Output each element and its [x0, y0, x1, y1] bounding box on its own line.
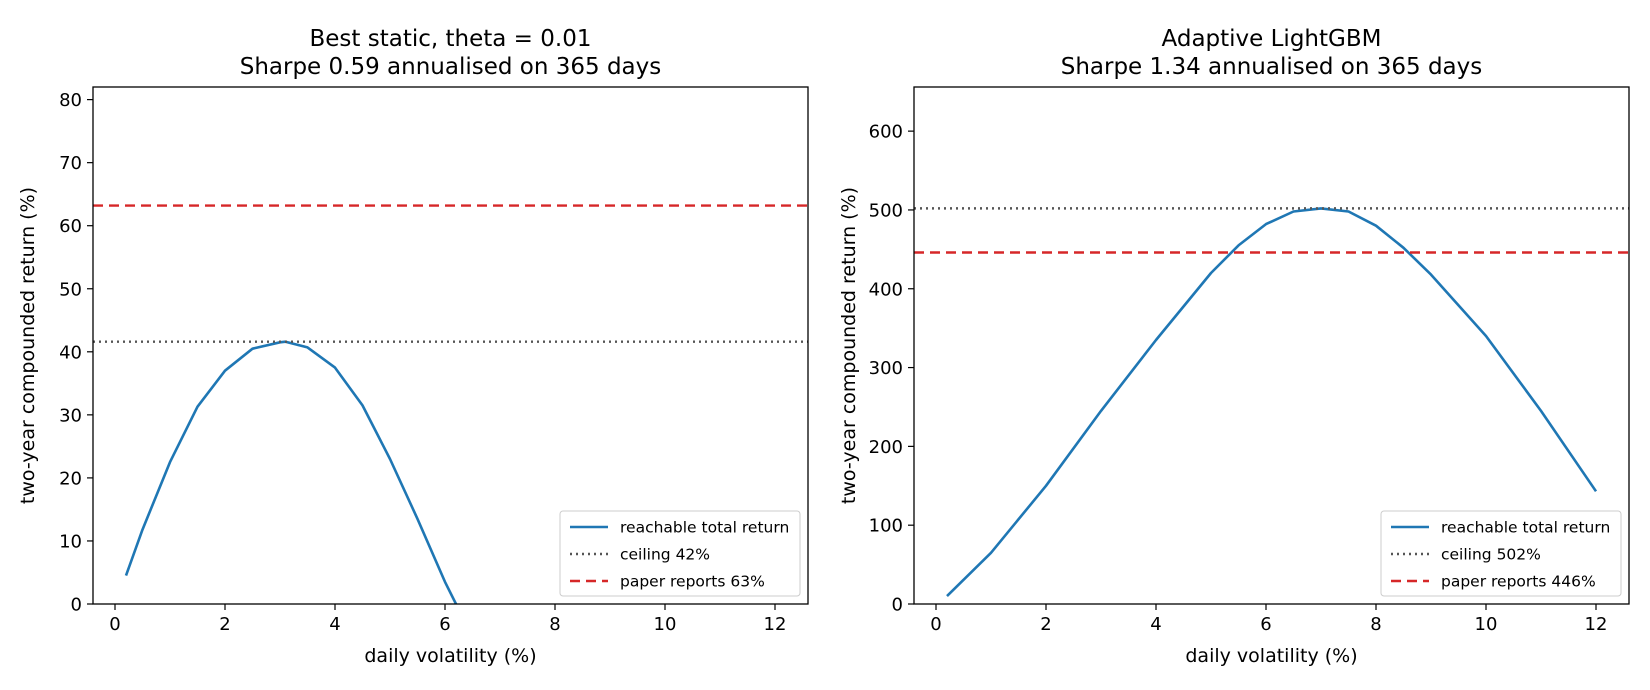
axes-frame — [913, 86, 1630, 605]
x-tick-label: 2 — [1040, 614, 1051, 635]
y-tick-label: 0 — [892, 595, 903, 616]
x-tick-label: 12 — [1585, 614, 1608, 635]
y-tick-label: 80 — [59, 90, 82, 111]
plot-area — [93, 204, 808, 604]
y-tick-label: 30 — [59, 405, 82, 426]
y-tick-label: 70 — [59, 153, 82, 174]
legend-entry-label: reachable total return — [620, 519, 789, 537]
y-tick-label: 50 — [59, 279, 82, 300]
legend-entry-label: ceiling 502% — [1441, 546, 1541, 564]
y-tick-label: 300 — [869, 358, 903, 379]
x-tick-label: 6 — [439, 614, 450, 635]
chart-title: Adaptive LightGBM — [1162, 26, 1382, 52]
y-tick-label: 10 — [59, 531, 82, 552]
x-tick-label: 4 — [1150, 614, 1161, 635]
y-tick-label: 40 — [59, 342, 82, 363]
chart-title: Best static, theta = 0.01 — [310, 26, 592, 52]
legend-entry-label: ceiling 42% — [620, 546, 710, 564]
legend: reachable total return ceiling 42% paper r… — [559, 510, 801, 597]
x-axis-label: daily volatility (%) — [1185, 645, 1357, 667]
x-tick-label: 0 — [930, 614, 941, 635]
x-tick-label: 12 — [764, 614, 787, 635]
x-tick-label: 2 — [219, 614, 230, 635]
x-tick-label: 8 — [1370, 614, 1381, 635]
legend-box — [559, 510, 801, 597]
chart-subtitle: Sharpe 0.59 annualised on 365 days — [240, 54, 662, 80]
y-tick-label: 400 — [869, 279, 903, 300]
axes-frame — [92, 86, 809, 605]
legend: reachable total return ceiling 502% paper … — [1380, 510, 1622, 597]
x-tick-label: 6 — [1260, 614, 1271, 635]
legend-box — [1380, 510, 1622, 597]
x-axis-label: daily volatility (%) — [364, 645, 536, 667]
y-tick-label: 60 — [59, 216, 82, 237]
y-tick-label: 600 — [869, 122, 903, 143]
series-line-reachable-total-return — [124, 340, 458, 604]
legend-entry-label: paper reports 446% — [1441, 573, 1596, 591]
y-tick-label: 0 — [71, 595, 82, 616]
y-tick-label: 500 — [869, 200, 903, 221]
x-tick-label: 0 — [109, 614, 120, 635]
chart-subtitle: Sharpe 1.34 annualised on 365 days — [1061, 54, 1483, 80]
y-axis-label: two-year compounded return (%) — [838, 187, 860, 504]
x-tick-label: 4 — [329, 614, 340, 635]
legend-entry-label: paper reports 63% — [620, 573, 765, 591]
x-tick-label: 10 — [654, 614, 677, 635]
plot-area — [914, 207, 1629, 598]
legend-entry-label: reachable total return — [1441, 519, 1610, 537]
series-line-reachable-total-return — [946, 207, 1598, 598]
x-tick-label: 10 — [1475, 614, 1498, 635]
y-tick-label: 100 — [869, 516, 903, 537]
y-tick-label: 20 — [59, 468, 82, 489]
x-tick-label: 8 — [549, 614, 560, 635]
y-axis-label: two-year compounded return (%) — [17, 187, 39, 504]
y-tick-label: 200 — [869, 437, 903, 458]
